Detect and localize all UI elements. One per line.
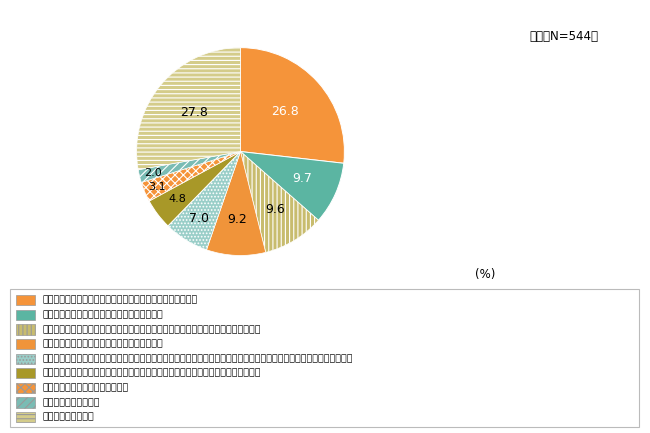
Text: 同僚や上司などとの連絡・意思疏通に苦労した: 同僚や上司などとの連絡・意思疏通に苦労した — [43, 310, 164, 319]
Text: その他の問題があった: その他の問題があった — [43, 398, 100, 407]
Text: (%): (%) — [474, 268, 495, 281]
Bar — [16, 368, 35, 378]
Wedge shape — [168, 152, 240, 250]
Bar — [16, 339, 35, 349]
Wedge shape — [240, 48, 344, 163]
Wedge shape — [149, 152, 240, 226]
Text: 26.8: 26.8 — [272, 105, 300, 118]
Text: 特に問題はなかった: 特に問題はなかった — [43, 413, 94, 422]
Text: 2.0: 2.0 — [144, 168, 162, 178]
Text: 7.0: 7.0 — [189, 212, 209, 225]
Text: 全体（N=544）: 全体（N=544） — [529, 30, 598, 43]
Text: 営業・取引先等との連絡・意思疏通に苦労した: 営業・取引先等との連絡・意思疏通に苦労した — [43, 339, 164, 349]
Text: 4.8: 4.8 — [168, 194, 187, 204]
Text: 自宅で仕事に専念できる状況になく（家事や育児を優先）、仕事に集中できなかった: 自宅で仕事に専念できる状況になく（家事や育児を優先）、仕事に集中できなかった — [43, 369, 261, 378]
Wedge shape — [138, 152, 240, 182]
Text: 会社のテレワーク制度が明確ではない（自己判断による実施）ため、やりづらかった: 会社のテレワーク制度が明確ではない（自己判断による実施）ため、やりづらかった — [43, 325, 261, 334]
Bar — [16, 295, 35, 305]
Wedge shape — [207, 152, 266, 255]
Bar — [16, 397, 35, 408]
Bar — [16, 324, 35, 335]
Bar — [16, 310, 35, 320]
Wedge shape — [240, 152, 344, 220]
Text: セキュリティ対策に不安があった: セキュリティ対策に不安があった — [43, 384, 129, 392]
Bar — [16, 383, 35, 393]
Text: 9.2: 9.2 — [227, 213, 248, 226]
Text: 9.7: 9.7 — [292, 172, 312, 185]
Wedge shape — [141, 152, 240, 201]
Text: 自宅に仕事に専念できる物理的環境（個室・間仕切りによるスペースや机・筆子など）がなく、仕事に集中できなかった: 自宅に仕事に専念できる物理的環境（個室・間仕切りによるスペースや机・筆子など）が… — [43, 354, 354, 363]
Bar — [16, 412, 35, 422]
Text: 会社でないと閲覧・参照できない資料やデータなどがあった: 会社でないと閲覧・参照できない資料やデータなどがあった — [43, 296, 198, 304]
Wedge shape — [240, 152, 318, 252]
Wedge shape — [136, 48, 240, 170]
Text: 3.1: 3.1 — [148, 182, 166, 192]
Text: 9.6: 9.6 — [266, 203, 285, 216]
Text: 27.8: 27.8 — [180, 107, 208, 120]
Bar — [16, 353, 35, 364]
